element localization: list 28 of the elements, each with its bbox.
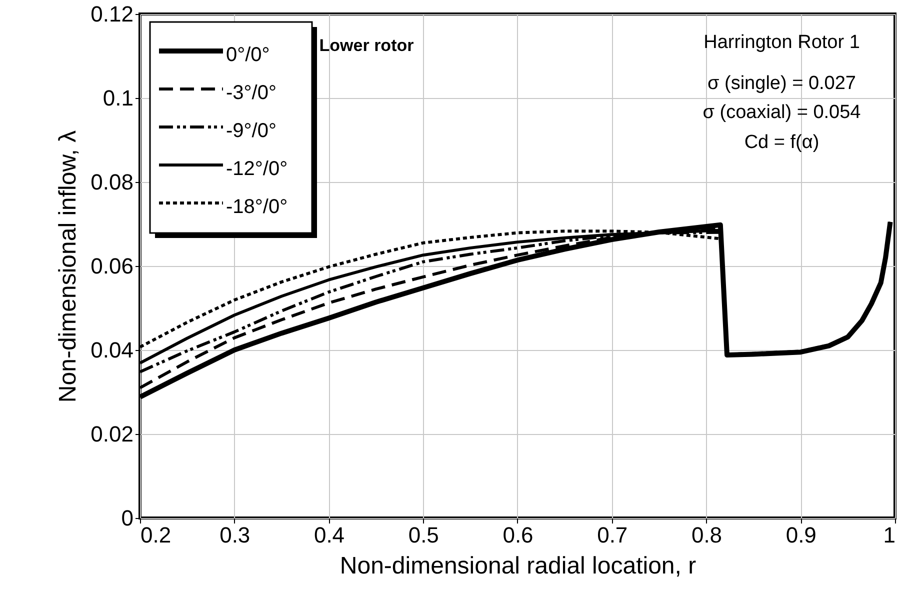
x-tick-label: 0.6 <box>502 522 534 548</box>
x-tick-label: 0.2 <box>140 522 172 548</box>
legend-label: 0°/0° <box>226 44 270 66</box>
legend-label: -12°/0° <box>226 158 288 180</box>
annotation: Harrington Rotor 1 <box>704 32 860 53</box>
y-tick-label: 0.12 <box>90 2 134 26</box>
x-tick-label: 1 <box>883 522 896 548</box>
x-tick-label: 0.3 <box>220 522 250 548</box>
y-tick-label: 0.04 <box>90 338 134 362</box>
y-tick-label: 0.06 <box>90 254 134 278</box>
x-tick-label: 0.8 <box>691 522 722 548</box>
x-tick-label: 0.4 <box>314 522 345 548</box>
x-tick-label: 0.7 <box>597 522 628 548</box>
legend-label: -9°/0° <box>226 120 276 142</box>
legend-label: -3°/0° <box>226 82 276 104</box>
x-tick-label: 0.5 <box>408 522 439 548</box>
y-tick-label: 0 <box>121 506 134 530</box>
annotation: Lower rotor <box>319 36 414 55</box>
x-axis-title: Non-dimensional radial location, r <box>340 552 696 580</box>
annotation: Cd = f(α) <box>744 132 820 153</box>
x-tick-label: 0.9 <box>786 522 816 548</box>
annotation: σ (single) = 0.027 <box>707 73 856 94</box>
legend-label: -18°/0° <box>226 196 288 218</box>
y-axis-title: Non-dimensional inflow, λ <box>54 130 82 403</box>
y-tick-label: 0.08 <box>90 170 134 194</box>
annotation: σ (coaxial) = 0.054 <box>702 102 862 123</box>
y-tick-label: 0.1 <box>102 86 134 110</box>
y-tick-label: 0.02 <box>90 422 134 446</box>
